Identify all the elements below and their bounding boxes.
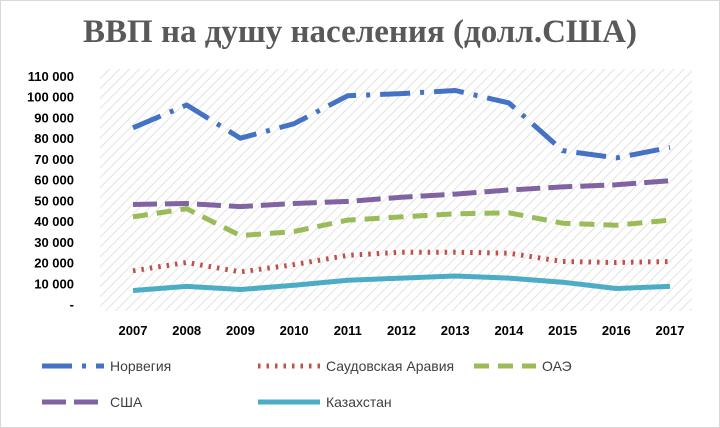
y-tick-label: 60 000 (34, 173, 74, 188)
chart-title: ВВП на душу населения (долл.США) (83, 14, 637, 50)
series-line (132, 88, 671, 161)
y-tick-label: 100 000 (27, 90, 74, 105)
plot-area (100, 69, 692, 311)
y-tick-label: 110 000 (28, 69, 74, 84)
x-tick-label: 2007 (119, 323, 148, 338)
legend-label: Норвегия (110, 358, 171, 374)
series-line (132, 206, 671, 239)
legend-label: ОАЭ (542, 358, 572, 374)
x-tick-label: 2012 (387, 323, 416, 338)
y-tick-label: 30 000 (34, 235, 74, 250)
legend-label: Казахстан (326, 394, 392, 410)
y-tick-label: 80 000 (34, 131, 74, 146)
x-tick-label: 2015 (548, 323, 577, 338)
x-tick-label: 2017 (656, 323, 685, 338)
x-tick-label: 2013 (441, 323, 470, 338)
series-line (132, 273, 671, 293)
series-line (132, 249, 671, 275)
y-tick-label: 90 000 (34, 110, 74, 125)
y-tick-label: 20 000 (34, 256, 74, 271)
y-tick-label: 10 000 (34, 276, 74, 291)
x-tick-label: 2016 (602, 323, 631, 338)
legend-label: Саудовская Аравия (326, 358, 454, 374)
x-tick-label: 2009 (226, 323, 255, 338)
x-tick-label: 2010 (280, 323, 309, 338)
y-tick-label: 70 000 (34, 152, 74, 167)
y-tick-label: - (70, 297, 74, 312)
y-tick-label: 50 000 (34, 193, 74, 208)
x-tick-label: 2008 (172, 323, 201, 338)
series-line (132, 178, 671, 210)
x-tick-label: 2011 (334, 323, 362, 338)
y-tick-label: 40 000 (34, 214, 74, 229)
x-tick-label: 2014 (494, 323, 524, 338)
legend-label: США (110, 394, 143, 410)
